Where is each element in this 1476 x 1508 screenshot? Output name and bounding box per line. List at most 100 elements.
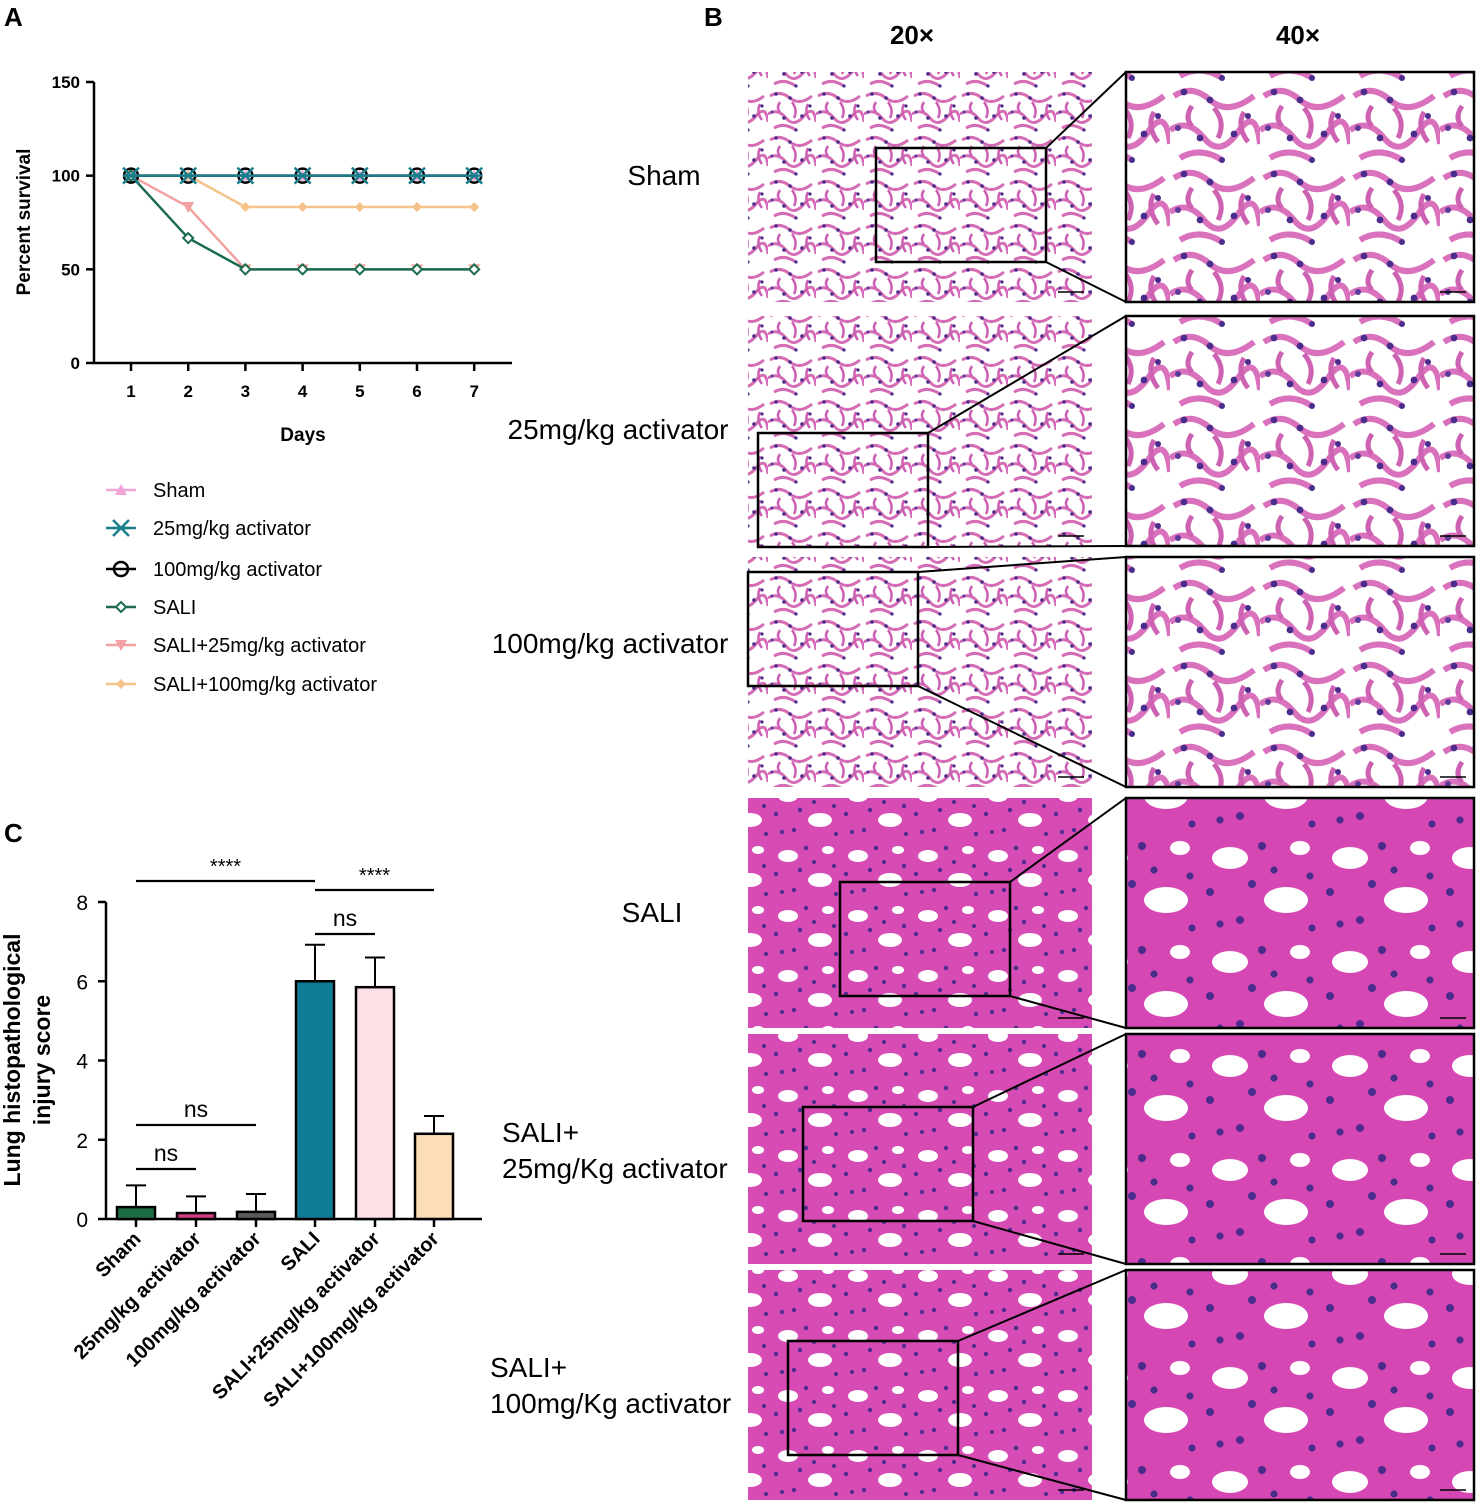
column-header-40x: 40×: [1276, 20, 1320, 50]
micrograph-20x: [748, 1270, 1092, 1500]
panel-label-b: B: [704, 2, 723, 32]
series-1-point: [465, 166, 484, 185]
y-tick-label: 50: [61, 260, 80, 279]
zoom-connector: [957, 1454, 1127, 1501]
series-4-point: [182, 201, 195, 213]
histology-row-0: Sham: [627, 70, 1476, 304]
legend-marker: [115, 640, 127, 651]
micrograph-20x: [748, 316, 1092, 546]
micrograph-40x: [1124, 70, 1476, 304]
micrograph-20x: [748, 72, 1092, 302]
bar-0: [115, 1205, 157, 1221]
y-axis-label-line-1: Lung histopathological: [0, 934, 25, 1187]
x-axis-label: Days: [280, 425, 325, 446]
bar-1: [175, 1211, 217, 1221]
series-1-point: [408, 166, 426, 185]
legend-label: Sham: [153, 480, 205, 502]
row-label: 100mg/kg activator: [492, 628, 729, 659]
histology-panel: 20× 40× Sham 25mg/kg activator 100mg/kg ac…: [490, 20, 1476, 1502]
injury-score-chart: 0 2 4 6 8 Lung histopathological injury scor…: [0, 856, 482, 1412]
y-axis-label: Percent survival: [14, 149, 35, 296]
legend-label: 100mg/kg activator: [153, 559, 322, 581]
zoom-connector: [1045, 261, 1127, 303]
x-tick-label: 3: [241, 382, 250, 401]
histology-row-5: SALI+ 100mg/Kg activator: [490, 1268, 1476, 1502]
significance-label: ns: [333, 905, 357, 931]
significance-label: ****: [210, 856, 241, 878]
zoom-connector: [917, 556, 1127, 573]
y-tick-label: 150: [52, 73, 80, 92]
series-3: [124, 169, 481, 276]
category-label: SALI: [277, 1228, 325, 1276]
zoom-connector: [972, 1033, 1127, 1108]
x-tick-label: 5: [355, 382, 364, 401]
x-tick-label: 1: [126, 382, 135, 401]
zoom-connector: [927, 545, 1127, 548]
series-1-point: [122, 166, 140, 185]
legend-marker: [112, 560, 130, 578]
histology-row-4: SALI+ 25mg/Kg activator: [502, 1032, 1476, 1266]
series-5-point: [354, 201, 365, 212]
category-label: Sham: [91, 1228, 145, 1282]
series-5-point: [297, 201, 308, 212]
zoom-connector: [957, 1269, 1127, 1342]
y-tick-label: 100: [52, 167, 80, 186]
legend-label: SALI+100mg/kg activator: [153, 674, 377, 696]
micrograph-40x: [1124, 796, 1476, 1030]
zoom-connector: [1045, 71, 1127, 149]
x-tick-label: 7: [469, 382, 478, 401]
significance-label: ns: [184, 1096, 208, 1122]
legend-item-0: Sham: [106, 480, 205, 502]
panel-label-a: A: [4, 2, 23, 32]
series-1-point: [179, 166, 198, 185]
x-tick-label: 2: [183, 382, 192, 401]
zoom-connector: [972, 1220, 1127, 1265]
zoom-connector: [1009, 797, 1127, 883]
significance-label: ****: [359, 865, 390, 887]
legend-label: 25mg/kg activator: [153, 518, 311, 540]
y-axis-label-line-2: injury score: [29, 995, 55, 1125]
micrograph-40x: [1124, 555, 1476, 789]
row-label-line: SALI+: [490, 1352, 567, 1383]
significance-label: ns: [154, 1140, 178, 1166]
series-3-point: [410, 262, 424, 276]
zoom-region-box: [801, 1105, 975, 1223]
series-1-point: [350, 166, 369, 185]
zoom-connector: [917, 685, 1127, 788]
legend-item-3: SALI: [106, 597, 196, 619]
legend-item-1: 25mg/kg activator: [106, 518, 311, 540]
legend-label: SALI+25mg/kg activator: [153, 635, 366, 657]
x-tick-label: 4: [298, 382, 308, 401]
zoom-region-box: [746, 570, 920, 688]
series-4: [125, 170, 481, 276]
row-label-line: 25mg/Kg activator: [502, 1153, 728, 1184]
histology-row-3: SALI: [622, 796, 1476, 1030]
row-label: 25mg/kg activator: [508, 414, 729, 445]
series-line-4: [130, 174, 475, 271]
histology-row-2: 100mg/kg activator: [492, 555, 1476, 789]
zoom-region-box: [838, 880, 1012, 998]
bar-2: [235, 1210, 277, 1221]
zoom-region-box: [874, 146, 1048, 264]
series-3-point: [238, 262, 252, 276]
y-tick-label: 6: [76, 971, 88, 994]
legend-item-5: SALI+100mg/kg activator: [106, 674, 377, 696]
micrograph-40x: [1124, 1268, 1476, 1502]
row-label: SALI: [622, 897, 683, 928]
bar-4: [354, 985, 396, 1221]
micrograph-20x: [748, 557, 1092, 787]
row-label: Sham: [627, 160, 700, 191]
panel-label-c: C: [4, 818, 23, 848]
x-tick-label: 6: [412, 382, 421, 401]
zoom-connector: [1009, 995, 1127, 1029]
series-1-point: [236, 166, 255, 185]
series-5-point: [240, 201, 251, 212]
legend-item-4: SALI+25mg/kg activator: [106, 635, 366, 657]
legend-label: SALI: [153, 597, 196, 619]
zoom-connector: [927, 315, 1127, 434]
row-label-line: SALI+: [502, 1117, 579, 1148]
series-3-point: [353, 262, 367, 276]
y-tick-label: 8: [76, 892, 88, 915]
